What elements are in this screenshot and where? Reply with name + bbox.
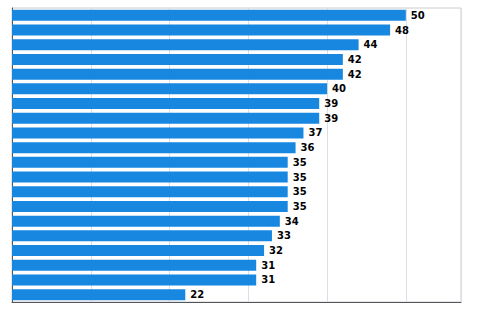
svg-text:35: 35 <box>293 157 307 168</box>
svg-text:50: 50 <box>411 10 425 21</box>
svg-text:35: 35 <box>293 186 307 197</box>
svg-text:33: 33 <box>277 230 291 241</box>
svg-text:48: 48 <box>395 25 409 36</box>
svg-text:32: 32 <box>269 245 283 256</box>
svg-text:39: 39 <box>324 113 338 124</box>
svg-text:39: 39 <box>324 98 338 109</box>
svg-text:40: 40 <box>332 83 346 94</box>
svg-text:42: 42 <box>348 69 362 80</box>
svg-text:31: 31 <box>261 260 275 271</box>
svg-text:35: 35 <box>293 172 307 183</box>
svg-text:34: 34 <box>285 216 299 227</box>
svg-text:37: 37 <box>308 127 322 138</box>
svg-text:22: 22 <box>190 289 204 300</box>
svg-text:42: 42 <box>348 54 362 65</box>
svg-text:36: 36 <box>301 142 315 153</box>
svg-text:35: 35 <box>293 201 307 212</box>
svg-text:31: 31 <box>261 274 275 285</box>
svg-text:44: 44 <box>364 39 378 50</box>
